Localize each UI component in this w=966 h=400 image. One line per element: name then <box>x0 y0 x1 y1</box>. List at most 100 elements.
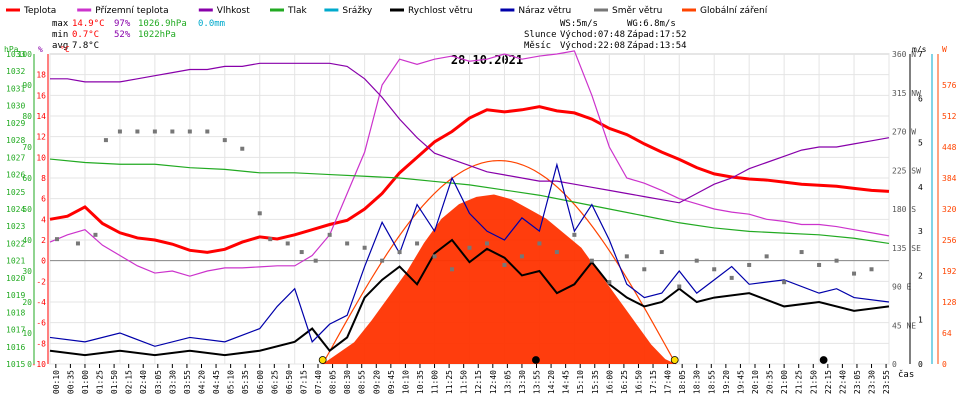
wind-direction-point <box>380 258 385 263</box>
tick-wind: 6 <box>918 94 923 103</box>
tick-press: 1027 <box>6 153 25 162</box>
x-axis-label: čas <box>898 369 914 380</box>
wind-direction-point <box>117 129 122 134</box>
wind-direction-point <box>285 241 290 246</box>
tick-dir: 180 S <box>892 205 916 214</box>
tick-press: 1031 <box>6 84 25 93</box>
tick-rad: 64 <box>942 329 952 338</box>
x-tick-label: 22:15 <box>824 370 833 394</box>
wind-direction-point <box>834 258 839 263</box>
x-tick-label: 01:50 <box>110 370 119 394</box>
tick-hum: 10 <box>22 329 32 338</box>
wind-direction-point <box>240 146 245 151</box>
x-tick-label: 18:55 <box>707 370 716 394</box>
x-tick-label: 05:10 <box>227 370 236 394</box>
wind-direction-point <box>54 237 59 242</box>
wind-direction-point <box>537 241 542 246</box>
tick-wind: 5 <box>918 139 923 148</box>
tick-hum: 20 <box>22 298 32 307</box>
wind-direction-point <box>152 129 157 134</box>
x-tick-label: 11:25 <box>445 370 454 394</box>
x-tick-label: 16:25 <box>620 370 629 394</box>
tick-hum: 70 <box>22 143 32 152</box>
wind-direction-point <box>642 267 647 272</box>
stat-min-press: 1022hPa <box>138 30 176 40</box>
tick-hum: 100 <box>18 50 33 59</box>
x-tick-label: 07:40 <box>314 370 323 394</box>
tick-rad: 320 <box>942 205 957 214</box>
legend-label: Přízemní teplota <box>95 6 168 16</box>
series-line-temp <box>49 105 890 254</box>
axis-label-rad: W <box>942 45 947 54</box>
x-tick-label: 19:45 <box>736 370 745 394</box>
wind-direction-point <box>135 129 140 134</box>
x-tick-label: 04:45 <box>212 370 221 394</box>
wind-direction-point <box>554 250 559 255</box>
wind-direction-point <box>572 232 577 237</box>
legend: Teplota Přízemní teplota Vlhkost Tlak Srážky… <box>6 6 768 16</box>
wind-direction-point <box>694 258 699 263</box>
wind-direction-point <box>799 250 804 255</box>
tick-press: 1021 <box>6 257 25 266</box>
x-tick-label: 15:35 <box>591 370 600 394</box>
tick-temp: -6 <box>36 319 46 328</box>
stat-min-hum: 52% <box>114 30 131 40</box>
axis-label-hum: % <box>38 45 43 54</box>
tick-hum: 60 <box>22 174 32 183</box>
stat-max-press: 1026.9hPa <box>138 19 187 29</box>
tick-wind: 1 <box>918 316 923 325</box>
x-tick-label: 00:35 <box>66 370 75 394</box>
wind-direction-point <box>222 138 227 143</box>
tick-temp: 4 <box>41 215 46 224</box>
tick-dir: 270 W <box>892 128 916 137</box>
legend-label: Směr větru <box>612 6 662 16</box>
tick-rad: 128 <box>942 298 957 307</box>
x-tick-label: 00:10 <box>52 370 61 394</box>
stat-min-label: min <box>52 30 68 40</box>
x-tick-label: 11:50 <box>460 370 469 394</box>
tick-temp: -10 <box>32 360 47 369</box>
wind-direction-point <box>187 129 192 134</box>
tick-temp: 2 <box>41 236 46 245</box>
x-tick-label: 03:55 <box>183 370 192 394</box>
tick-press: 1015 <box>6 360 25 369</box>
tick-hum: 0 <box>27 360 32 369</box>
tick-dir: 0 <box>892 360 897 369</box>
wg-value: WG:6.8m/s <box>627 19 676 29</box>
wind-direction-point <box>397 250 402 255</box>
tick-dir: 360 N <box>892 50 916 59</box>
tick-temp: 12 <box>36 133 46 142</box>
wind-direction-point <box>205 129 210 134</box>
tick-temp: 10 <box>36 153 46 162</box>
wind-direction-point <box>467 245 472 250</box>
x-tick-label: 05:35 <box>241 370 250 394</box>
legend-label: Teplota <box>23 6 56 16</box>
tick-wind: 3 <box>918 227 923 236</box>
ws-value: WS:5m/s <box>560 19 598 29</box>
moonset-value: Západ:13:54 <box>627 41 687 51</box>
x-tick-label: 09:20 <box>372 370 381 394</box>
tick-press: 1029 <box>6 119 25 128</box>
x-tick-label: 10:35 <box>416 370 425 394</box>
moonrise-marker <box>819 356 828 364</box>
x-tick-label: 03:05 <box>154 370 163 394</box>
sunrise-marker <box>318 356 327 364</box>
chart-title: 28.10.2021 <box>451 53 523 67</box>
tick-hum: 40 <box>22 236 32 245</box>
x-tick-label: 16:00 <box>605 370 614 394</box>
series-line-wind <box>49 238 890 357</box>
x-tick-label: 06:50 <box>285 370 294 394</box>
legend-label: Náraz větru <box>518 6 571 16</box>
wind-direction-point <box>624 254 629 259</box>
x-tick-label: 18:05 <box>678 370 687 394</box>
stat-max-temp: 14.9°C <box>72 19 105 29</box>
x-tick-label: 17:40 <box>664 370 673 394</box>
tick-rad: 448 <box>942 143 957 152</box>
tick-rad: 384 <box>942 174 957 183</box>
x-tick-label: 13:05 <box>503 370 512 394</box>
tick-temp: 0 <box>41 257 46 266</box>
x-tick-label: 16:50 <box>634 370 643 394</box>
wind-direction-point <box>257 211 262 216</box>
x-tick-label: 19:20 <box>722 370 731 394</box>
x-tick-label: 23:05 <box>853 370 862 394</box>
